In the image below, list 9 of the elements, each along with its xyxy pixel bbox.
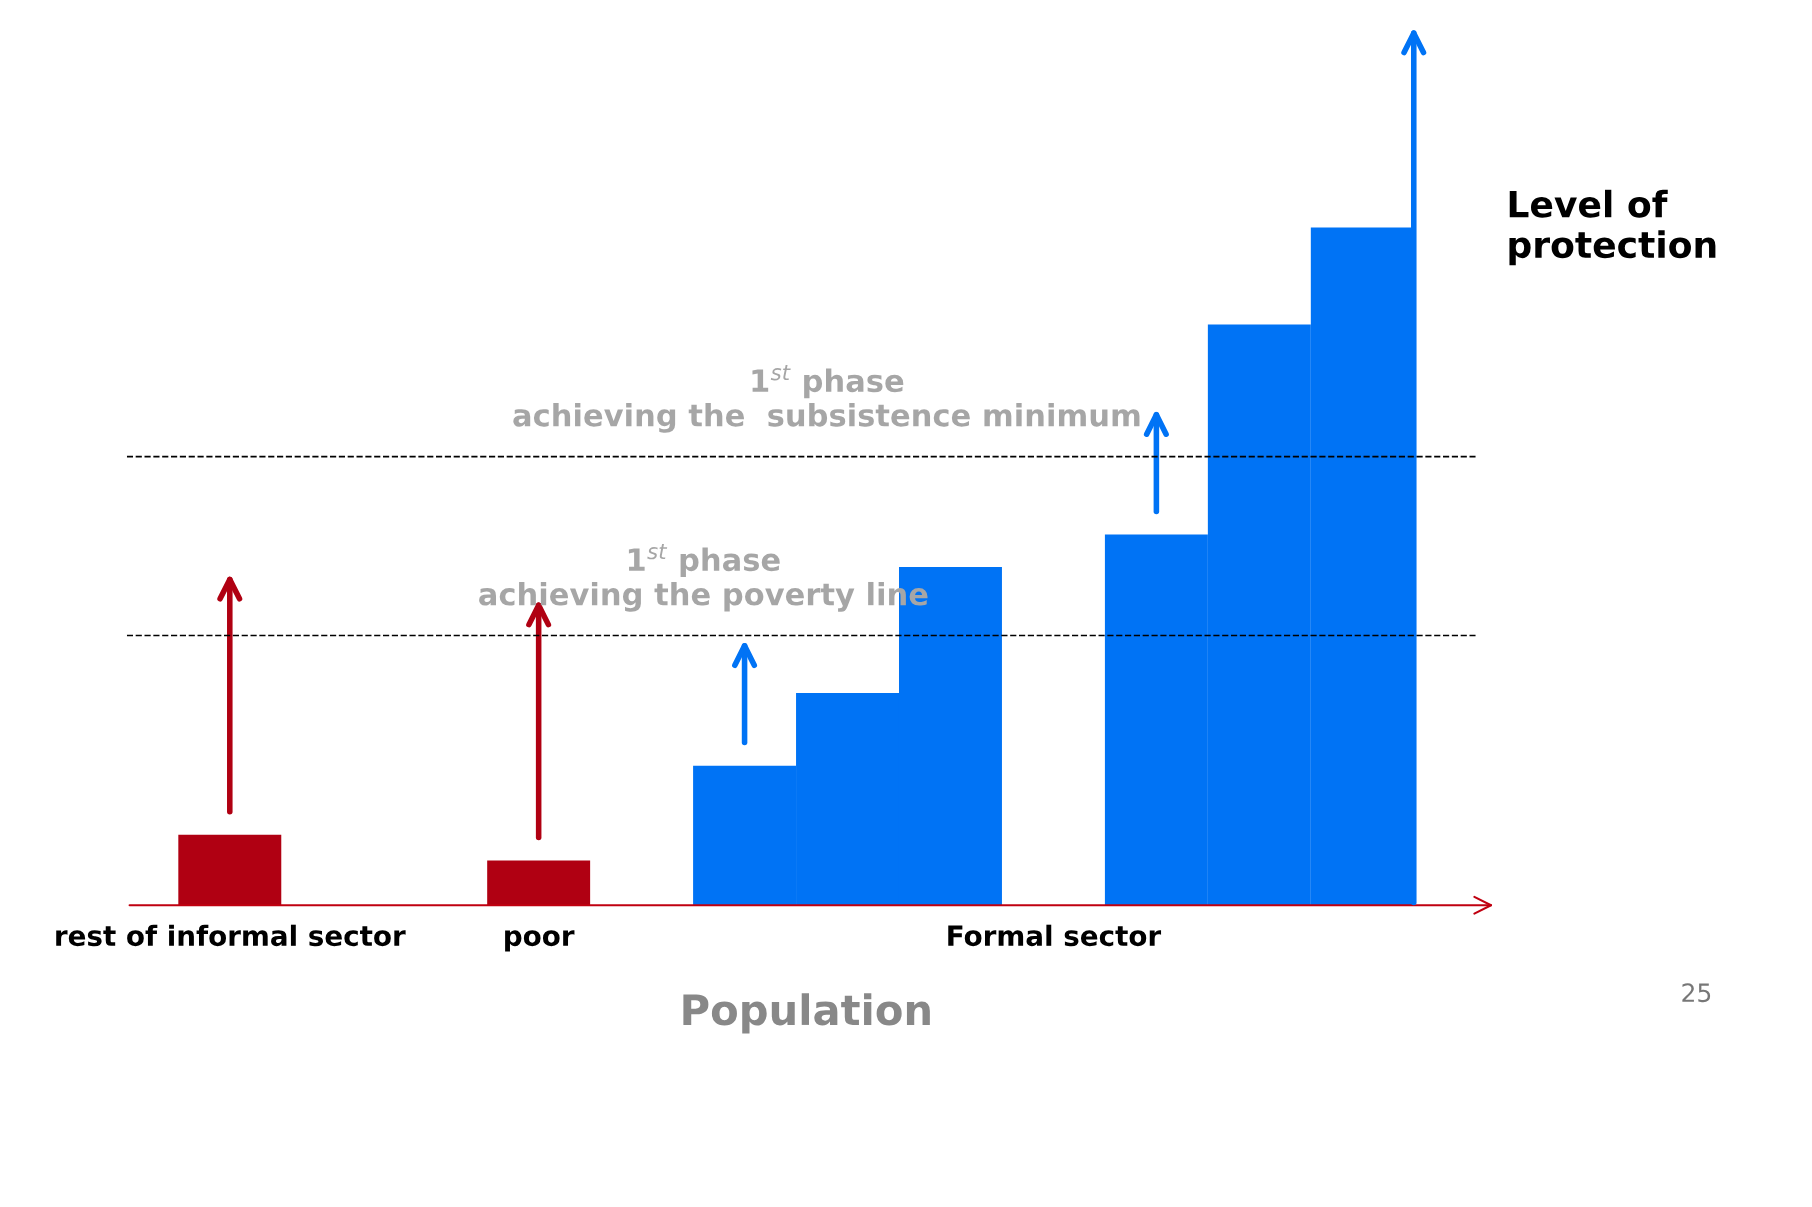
bar — [487, 860, 591, 906]
ref-line-label: 1$^{st}$ phase achieving the subsistence minimum — [513, 365, 1140, 433]
bar — [178, 834, 282, 906]
x-axis-title: Population — [683, 993, 930, 1034]
x-tick-label: poor — [505, 930, 575, 952]
x-tick-label: rest of informal sector — [56, 924, 406, 947]
text: 25 — [1682, 983, 1711, 1003]
y-axis-title: Level of protection — [1509, 189, 1716, 266]
x-tick-label: Formal sector — [948, 924, 1162, 947]
